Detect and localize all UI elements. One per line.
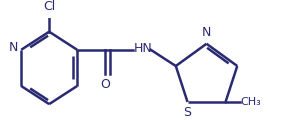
Text: HN: HN (134, 42, 153, 55)
Text: N: N (202, 26, 211, 39)
Text: O: O (100, 78, 110, 91)
Text: Cl: Cl (43, 0, 55, 13)
Text: CH₃: CH₃ (240, 97, 261, 107)
Text: N: N (8, 41, 18, 54)
Text: S: S (183, 106, 192, 119)
